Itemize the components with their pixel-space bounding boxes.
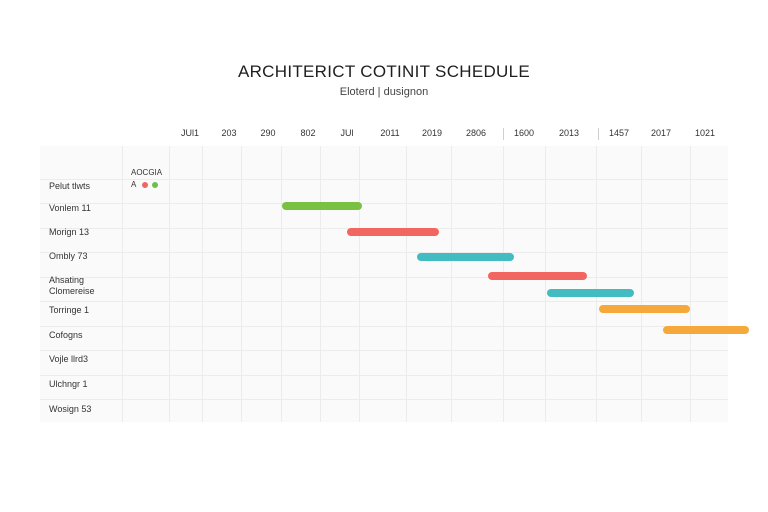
grid-hline — [40, 301, 728, 302]
legend-title: AOCGIA — [131, 168, 163, 177]
x-tick-mark — [503, 128, 504, 140]
chart-title: ARCHITERICT COTINIT SCHEDULE — [237, 62, 531, 81]
row-label: Cofogns — [49, 330, 83, 340]
legend-dot-green — [152, 182, 158, 188]
chart-plot-area — [40, 146, 728, 422]
grid-vline — [545, 146, 546, 422]
row-label: Vojle llrd3 — [49, 354, 89, 364]
grid-hline — [40, 203, 728, 204]
gantt-bar — [417, 253, 515, 261]
x-tick-label: 1021 — [694, 128, 716, 138]
gantt-bar — [546, 289, 634, 297]
row-label: Ombly 73 — [49, 251, 88, 261]
x-tick-label: 1600 — [513, 128, 535, 138]
gantt-bar — [488, 272, 587, 280]
legend-dot-red — [142, 182, 148, 188]
x-tick-label: 2013 — [558, 128, 580, 138]
legend-glyph: A — [131, 180, 137, 189]
grid-vline — [281, 146, 282, 422]
grid-hline — [40, 399, 728, 400]
x-tick-label: 1457 — [608, 128, 630, 138]
grid-vline — [641, 146, 642, 422]
row-label: Pelut tlwts — [49, 181, 91, 191]
x-tick-mark — [598, 128, 599, 140]
row-label: Torringe 1 — [49, 305, 90, 315]
grid-vline — [406, 146, 407, 422]
grid-vline — [451, 146, 452, 422]
grid-vline — [202, 146, 203, 422]
x-tick-label: 2011 — [380, 128, 400, 138]
x-tick-label: 2019 — [421, 128, 443, 138]
grid-hline — [40, 350, 728, 351]
gantt-bar — [599, 305, 690, 313]
grid-hline — [40, 178, 728, 180]
x-tick-label: JUl — [340, 128, 354, 138]
x-tick-label: 802 — [300, 128, 316, 138]
x-tick-label: 2017 — [650, 128, 672, 138]
grid-vline — [169, 146, 170, 422]
row-label: Morign 13 — [49, 227, 90, 237]
grid-hline — [40, 325, 728, 327]
x-tick-label: 290 — [260, 128, 276, 138]
grid-vline — [241, 146, 242, 422]
row-label: Wosign 53 — [49, 404, 92, 414]
grid-vline — [359, 146, 360, 422]
grid-vline — [596, 146, 597, 422]
grid-hline — [40, 252, 728, 253]
grid-hline — [40, 374, 728, 376]
gantt-bar — [347, 228, 439, 236]
grid-vline — [320, 146, 321, 422]
grid-vline — [503, 146, 504, 422]
row-label: Ulchngr 1 — [49, 379, 88, 389]
grid-vline — [690, 146, 691, 422]
x-tick-label: 203 — [221, 128, 237, 138]
x-tick-label: JUl1 — [180, 128, 200, 138]
chart-subtitle: Eloterd | dusignon — [339, 86, 429, 98]
row-label: Vonlem 11 — [49, 203, 91, 213]
grid-hline — [40, 276, 728, 278]
gantt-bar — [282, 202, 363, 210]
x-tick-label: 2806 — [465, 128, 487, 138]
row-label: Ahsating Clomereise — [49, 275, 95, 296]
grid-vline — [122, 146, 123, 422]
gantt-bar — [663, 326, 749, 334]
